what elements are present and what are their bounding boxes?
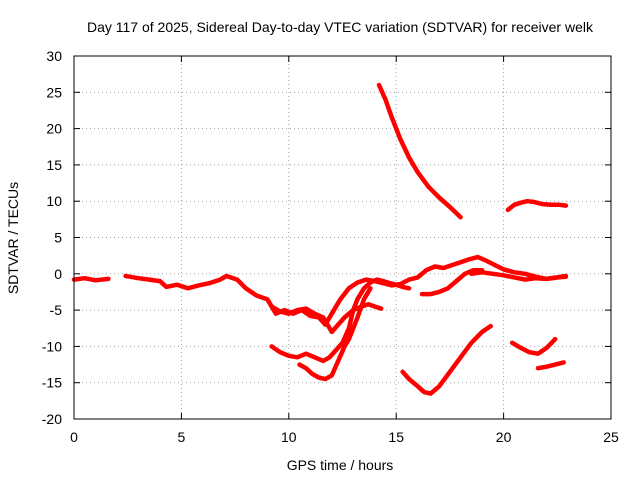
x-tick-label: 5 <box>178 429 186 445</box>
series-track-f <box>376 82 463 220</box>
x-tick-label: 10 <box>281 429 297 445</box>
series-track-h <box>419 267 485 297</box>
series-track-l <box>535 360 566 371</box>
y-tick-label: 15 <box>46 157 62 173</box>
y-tick-label: -10 <box>42 338 62 354</box>
y-tick-label: 25 <box>46 84 62 100</box>
series-track-a <box>71 275 111 283</box>
grid-lines <box>74 56 611 419</box>
y-tick-label: -15 <box>42 375 62 391</box>
x-tick-label: 20 <box>496 429 512 445</box>
series-track-k <box>509 336 558 356</box>
y-tick-label: -20 <box>42 411 62 427</box>
series-track-g <box>400 323 493 396</box>
series-track-j <box>505 198 569 213</box>
x-tick-label: 25 <box>603 429 619 445</box>
series-track-i <box>469 270 569 282</box>
y-tick-label: -5 <box>50 302 63 318</box>
series-track-d <box>269 277 412 364</box>
axis-ticks: 0 5 10 15 20 25 -20 -15 -10 -5 0 5 10 15 20 25 30 <box>42 48 619 445</box>
chart-title: Day 117 of 2025, Sidereal Day-to-day VTE… <box>87 19 594 35</box>
y-tick-label: 30 <box>46 48 62 64</box>
series-track-b <box>123 254 569 327</box>
x-tick-label: 0 <box>70 429 78 445</box>
y-tick-label: 10 <box>46 193 62 209</box>
y-tick-label: 5 <box>54 230 62 246</box>
series-track-e <box>297 286 373 382</box>
series-track-c <box>269 302 384 335</box>
data-series <box>71 82 569 396</box>
x-axis-label: GPS time / hours <box>287 457 394 473</box>
x-tick-label: 15 <box>388 429 404 445</box>
y-tick-label: 0 <box>54 266 62 282</box>
y-axis-label: SDTVAR / TECUs <box>5 182 21 294</box>
y-tick-label: 20 <box>46 121 62 137</box>
